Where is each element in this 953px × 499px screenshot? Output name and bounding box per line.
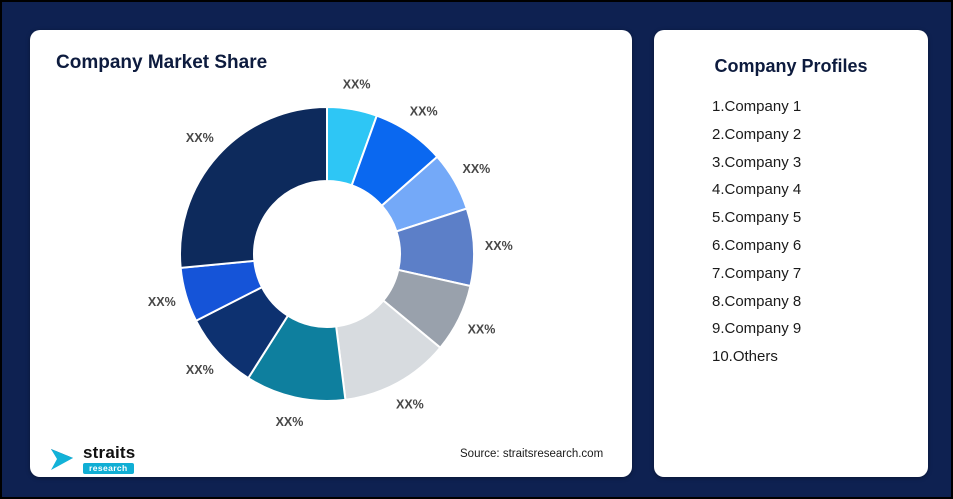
profiles-title: Company Profiles xyxy=(714,56,868,76)
company-profiles-card: Company Profiles 1.Company 1 2.Company 2 3… xyxy=(654,30,928,477)
company-list-item: 8.Company 8 xyxy=(712,292,802,310)
company-list-item: 4.Company 4 xyxy=(712,181,802,199)
slice-label: XX% xyxy=(463,162,491,176)
slice-label: XX% xyxy=(485,239,513,253)
donut-slice xyxy=(179,105,328,269)
company-list-item: 2.Company 2 xyxy=(712,125,802,143)
company-list-item: 10.Others xyxy=(712,348,778,366)
slice-label: XX% xyxy=(276,415,304,429)
logo-name: straits xyxy=(83,443,136,462)
company-list-item: 5.Company 5 xyxy=(712,209,802,227)
company-list-item: 3.Company 3 xyxy=(712,153,802,171)
straits-logo-icon xyxy=(51,448,73,470)
slice-label: XX% xyxy=(343,78,371,92)
straits-research-logo: straits research xyxy=(50,444,135,474)
logo-subtitle: research xyxy=(83,463,134,474)
slice-label: XX% xyxy=(396,398,424,412)
slice-label: XX% xyxy=(148,295,176,309)
company-list: 1.Company 1 2.Company 2 3.Company 3 4.Compa… xyxy=(654,93,928,371)
slice-label: XX% xyxy=(186,363,214,377)
chart-title: Company Market Share xyxy=(56,52,268,73)
slice-label: XX% xyxy=(410,105,438,119)
market-share-donut: XX% XX% XX% XX% XX% XX% XX% XX% XX% XX% xyxy=(148,78,513,429)
market-share-card: Company Market Share XX% XX% XX% XX% XX% XX% X… xyxy=(30,30,632,477)
slice-label: XX% xyxy=(468,323,496,337)
company-list-item: 1.Company 1 xyxy=(712,98,802,115)
company-list-item: 6.Company 6 xyxy=(712,236,802,254)
company-list-item: 7.Company 7 xyxy=(712,264,802,282)
company-list-item: 9.Company 9 xyxy=(712,320,802,338)
source-attribution: Source: straitsresearch.com xyxy=(460,448,604,460)
logo-text: straits research xyxy=(83,444,135,474)
slice-label: XX% xyxy=(186,131,214,145)
